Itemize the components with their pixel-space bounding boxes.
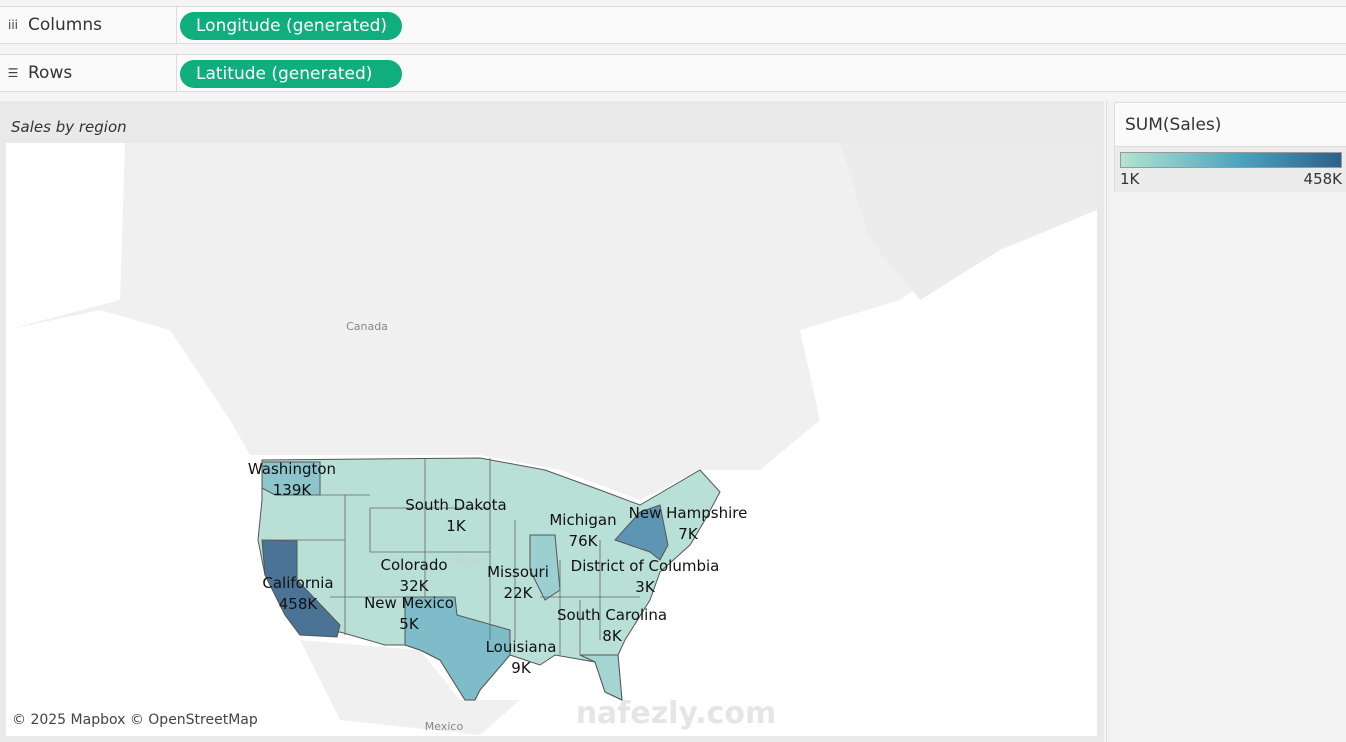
state-label: Colorado 32K: [380, 555, 447, 597]
state-name: Missouri: [487, 563, 549, 581]
state-label: Missouri 22K: [487, 562, 549, 604]
state-name: Michigan: [549, 511, 617, 529]
state-name: South Dakota: [405, 496, 507, 514]
map-attribution[interactable]: © 2025 Mapbox © OpenStreetMap: [12, 712, 258, 728]
state-label: Michigan 76K: [549, 510, 616, 552]
watermark: nafezly.com: [575, 696, 777, 731]
state-name: Colorado: [380, 556, 448, 574]
state-label: District of Columbia 3K: [571, 556, 720, 598]
state-name: California: [262, 574, 334, 592]
state-value: 3K: [635, 578, 655, 596]
longitude-pill[interactable]: Longitude (generated): [180, 12, 402, 40]
land-background: [6, 143, 1097, 735]
state-label: New Mexico 5K: [364, 593, 454, 635]
side-panel: [1106, 101, 1346, 742]
state-value: 9K: [511, 659, 531, 677]
legend-max: 458K: [1303, 170, 1342, 188]
state-value: 76K: [568, 532, 598, 550]
rows-label: Rows: [28, 63, 73, 83]
rows-shelf: ☰ Rows Latitude (generated): [0, 54, 1346, 92]
state-washington: [261, 461, 321, 496]
state-california: [261, 539, 341, 638]
legend-min: 1K: [1120, 170, 1140, 188]
legend-color-ramp: [1120, 152, 1342, 168]
state-name: New Mexico: [364, 594, 454, 612]
state-name: Washington: [247, 460, 337, 478]
legend-title: SUM(Sales): [1125, 115, 1222, 135]
usa-label: USA: [455, 555, 479, 568]
state-name: South Carolina: [556, 606, 668, 624]
state-value: 5K: [399, 615, 419, 633]
state-label: New Hampshire 7K: [629, 503, 748, 545]
state-label: Louisiana 9K: [486, 637, 557, 679]
state-value: 8K: [602, 627, 622, 645]
state-name: District of Columbia: [570, 557, 720, 575]
state-florida: [579, 654, 623, 701]
state-label: South Carolina 8K: [557, 605, 667, 647]
map-canvas: [6, 143, 1097, 735]
canada-label: Canada: [346, 320, 388, 333]
state-new-york: [614, 504, 669, 561]
rows-shelf-label: ☰ Rows: [0, 55, 177, 91]
state-value: 22K: [503, 584, 533, 602]
state-borders: [262, 458, 640, 655]
latitude-pill[interactable]: Latitude (generated): [180, 60, 402, 88]
state-value: 7K: [678, 525, 698, 543]
rows-icon: ☰: [7, 66, 19, 80]
state-name: New Hampshire: [628, 504, 748, 522]
state-texas: [404, 596, 511, 701]
state-illinois: [529, 534, 561, 601]
state-label: Washington 139K: [248, 459, 336, 501]
state-label: South Dakota 1K: [405, 495, 507, 537]
state-name: Louisiana: [485, 638, 557, 656]
columns-shelf: iii Columns Longitude (generated): [0, 6, 1346, 44]
sheet-title: Sales by region: [11, 118, 127, 136]
greenland: [840, 143, 1097, 300]
state-value: 139K: [272, 481, 312, 499]
state-value: 458K: [278, 595, 318, 613]
state-value: 1K: [446, 517, 466, 535]
columns-shelf-label: iii Columns: [0, 7, 177, 43]
worksheet-view: Sales by region Canada USA Mexico Washin…: [0, 101, 1104, 742]
map[interactable]: Canada USA Mexico Washington 139K Californ…: [6, 143, 1097, 736]
columns-icon: iii: [7, 18, 18, 32]
columns-label: Columns: [28, 15, 102, 35]
state-value: 32K: [399, 577, 429, 595]
state-label: California 458K: [262, 573, 333, 615]
color-legend[interactable]: SUM(Sales) 1K 458K: [1114, 102, 1346, 192]
mexico-label: Mexico: [424, 720, 464, 733]
